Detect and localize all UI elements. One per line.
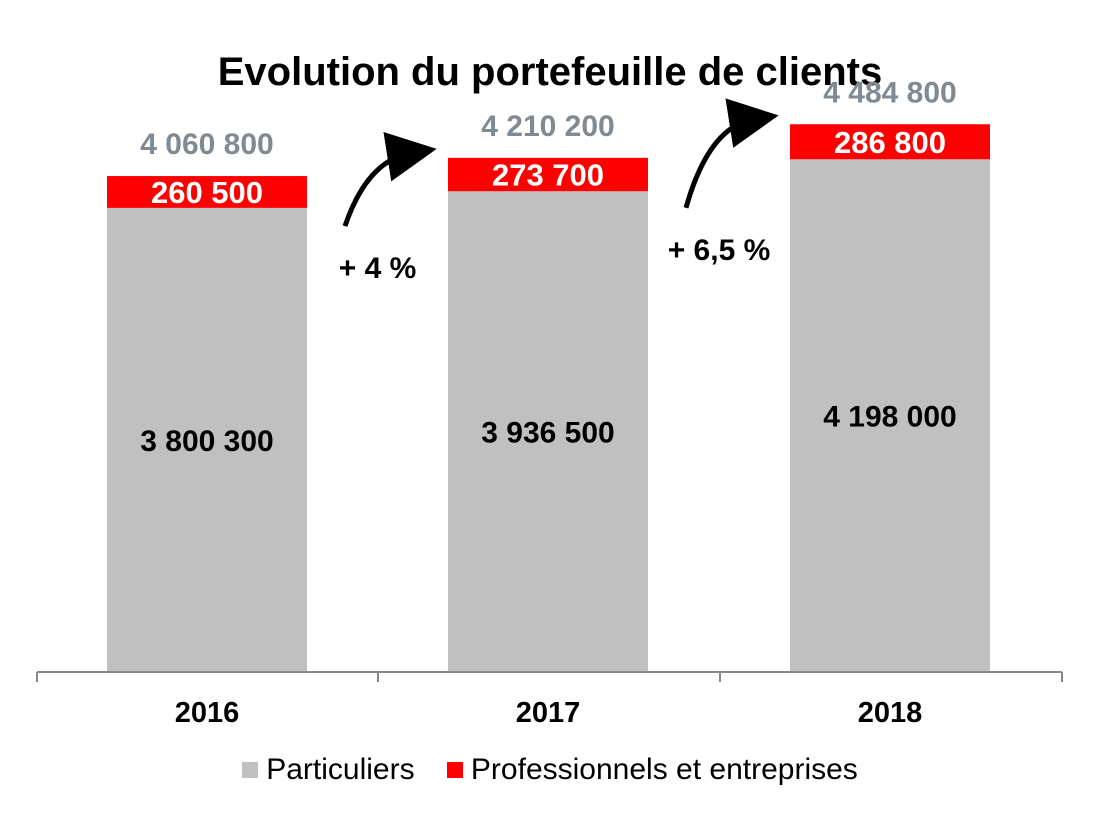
data-label-professionnels-2016: 260 500 (151, 175, 263, 210)
x-tick-label-2017: 2017 (516, 697, 581, 729)
total-label-2016: 4 060 800 (140, 128, 273, 161)
legend-label-professionnels: Professionnels et entreprises (470, 753, 858, 786)
data-label-professionnels-2017: 273 700 (492, 158, 604, 193)
total-label-2018: 4 484 800 (823, 76, 956, 109)
legend-swatch-professionnels (446, 762, 463, 778)
growth-arrow-1 (342, 132, 437, 227)
bar-particuliers-2016 (107, 207, 307, 672)
legend: Particuliers Professionnels et entrepris… (0, 752, 1100, 787)
data-label-particuliers-2016: 3 800 300 (140, 425, 273, 458)
bar-particuliers-2018 (790, 159, 990, 672)
bar-professionnels-et-entreprises-2017 (448, 157, 648, 192)
chart-title: Evolution du portefeuille de clients (217, 50, 883, 94)
bar-particuliers-2017 (448, 191, 648, 672)
x-tick-label-2016: 2016 (175, 697, 240, 729)
legend-item-particuliers: Particuliers (242, 753, 415, 787)
legend-item-professionnels: Professionnels et entreprises (446, 753, 858, 787)
data-label-professionnels-2018: 286 800 (834, 125, 946, 160)
total-label-2017: 4 210 200 (481, 110, 614, 143)
growth-arrow-2 (683, 98, 779, 209)
x-tick-label-2018: 2018 (858, 697, 923, 729)
legend-swatch-particuliers (242, 762, 259, 778)
legend-label-particuliers: Particuliers (266, 753, 415, 786)
growth-label-1: + 4 % (339, 252, 417, 285)
growth-label-2: + 6,5 % (668, 234, 771, 267)
data-label-particuliers-2018: 4 198 000 (823, 401, 956, 434)
data-label-particuliers-2017: 3 936 500 (481, 417, 614, 450)
bar-professionnels-et-entreprises-2016 (107, 176, 307, 208)
bar-professionnels-et-entreprises-2018 (790, 124, 990, 160)
